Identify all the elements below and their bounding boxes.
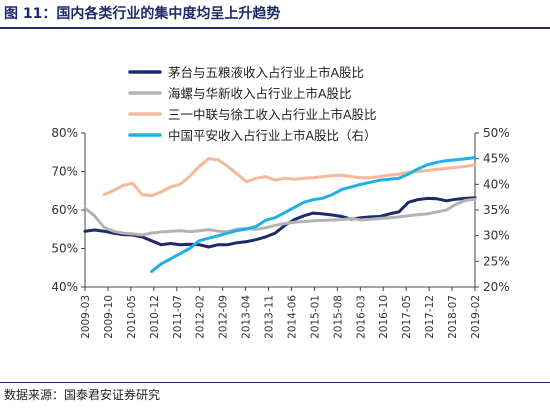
x-tick-label: 2012-09: [218, 295, 230, 339]
x-tick-label: 2016-03: [355, 295, 367, 339]
series-line-1: [83, 196, 477, 249]
legend-label-4: 中国平安收入占行业上市A股比（右）: [168, 128, 377, 143]
y-right-tick-label: 20%: [483, 280, 510, 294]
x-tick-label: 2018-07: [447, 295, 459, 339]
chart-legend: 茅台与五粮液收入占行业上市A股比海螺与华新收入占行业上市A股比三一中联与徐工收入…: [128, 65, 377, 143]
y-left-tick-label: 80%: [51, 126, 78, 140]
y-left-tick-label: 70%: [51, 165, 78, 179]
legend-label-2: 海螺与华新收入占行业上市A股比: [168, 86, 352, 101]
chart-lines: [83, 156, 477, 274]
legend-label-1: 茅台与五粮液收入占行业上市A股比: [168, 65, 364, 80]
y-right-tick-label: 25%: [483, 254, 510, 268]
series-line-4: [150, 156, 477, 274]
y-left-tick-label: 40%: [51, 280, 78, 294]
y-left-tick-label: 50%: [51, 242, 78, 256]
y-left-tick-label: 60%: [51, 203, 78, 217]
line-chart: 40% 50% 60% 70% 80% 20% 25% 30% 35% 40% 45% 50% 2009…: [51, 65, 509, 339]
x-tick-label: 2009-03: [80, 295, 92, 339]
x-tick-label: 2017-12: [424, 295, 436, 339]
x-tick-label: 2009-10: [103, 295, 115, 339]
title-divider: [0, 27, 550, 29]
series-line-2: [83, 197, 477, 237]
x-tick-label: 2015-01: [309, 295, 321, 339]
y-right-tick-label: 50%: [483, 126, 510, 140]
series-line-3: [102, 157, 477, 198]
x-tick-label: 2014-06: [286, 295, 298, 339]
x-tick-label: 2012-02: [195, 295, 207, 339]
y-right-tick-label: 45%: [483, 152, 510, 166]
chart-axes: 40% 50% 60% 70% 80% 20% 25% 30% 35% 40% 45% 50% 2009…: [51, 126, 509, 339]
x-tick-label: 2015-08: [332, 295, 344, 339]
y-right-tick-label: 35%: [483, 203, 510, 217]
figure-title: 图 11：国内各类行业的集中度均呈上升趋势: [4, 6, 281, 22]
x-tick-label: 2011-07: [172, 295, 184, 339]
x-tick-label: 2013-04: [241, 295, 253, 339]
footer-divider: [0, 382, 550, 383]
source-note: 数据来源：国泰君安证券研究: [4, 388, 161, 402]
x-tick-label: 2010-12: [149, 295, 161, 339]
x-tick-label: 2019-02: [470, 295, 482, 339]
x-tick-label: 2010-05: [126, 295, 138, 339]
y-right-tick-label: 40%: [483, 177, 510, 191]
x-tick-label: 2016-10: [378, 295, 390, 339]
y-right-tick-label: 30%: [483, 229, 510, 243]
x-tick-label: 2013-11: [264, 295, 276, 339]
legend-label-3: 三一中联与徐工收入占行业上市A股比: [168, 107, 377, 122]
x-tick-label: 2017-05: [401, 295, 413, 339]
